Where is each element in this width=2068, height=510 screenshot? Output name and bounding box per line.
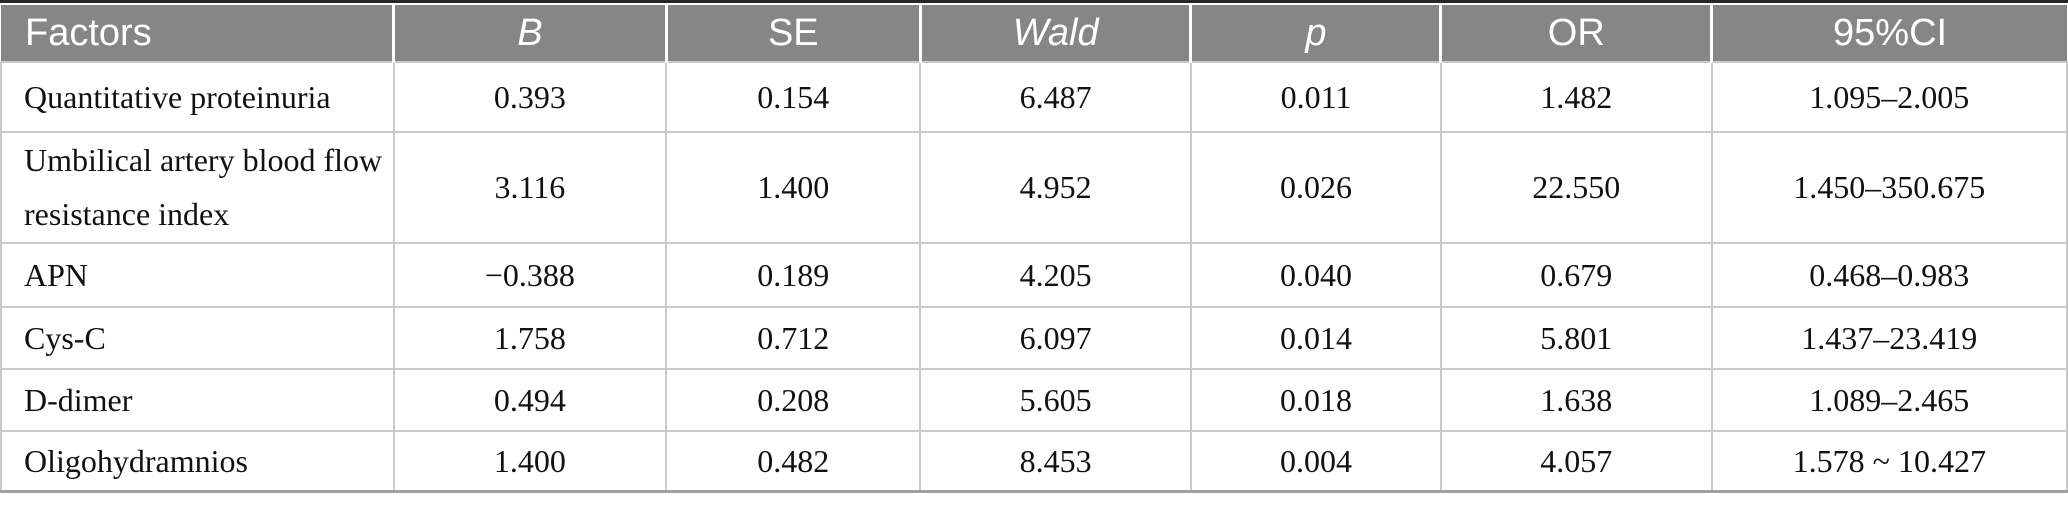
cell-p: 0.014: [1189, 305, 1442, 370]
cell-ci: 1.578 ~ 10.427: [1710, 429, 2068, 494]
cell-p: 0.004: [1189, 429, 1442, 494]
table-row: Quantitative proteinuria 0.393 0.154 6.4…: [0, 61, 2068, 133]
cell-se: 0.208: [665, 367, 922, 432]
table-row: APN −0.388 0.189 4.205 0.040 0.679 0.468…: [0, 241, 2068, 308]
cell-or: 1.482: [1439, 61, 1713, 133]
cell-factor: D-dimer: [0, 367, 395, 432]
cell-ci: 1.095–2.005: [1710, 61, 2068, 133]
cell-or: 1.638: [1439, 367, 1713, 432]
cell-or: 0.679: [1439, 241, 1713, 308]
cell-or: 22.550: [1439, 131, 1713, 244]
cell-b: 1.400: [392, 429, 668, 494]
cell-se: 1.400: [665, 131, 922, 244]
cell-ci: 0.468–0.983: [1710, 241, 2068, 308]
col-header-wald: Wald: [918, 5, 1191, 62]
cell-p: 0.040: [1189, 241, 1442, 308]
cell-b: 0.393: [392, 61, 668, 133]
cell-se: 0.154: [665, 61, 922, 133]
cell-wald: 8.453: [919, 429, 1192, 494]
logistic-regression-table: Factors B SE Wald p OR 95%CI Quantitativ…: [0, 5, 2068, 494]
col-header-p: p: [1189, 5, 1441, 62]
col-header-se: SE: [664, 5, 921, 62]
table-row: Oligohydramnios 1.400 0.482 8.453 0.004 …: [0, 429, 2068, 494]
cell-se: 0.482: [665, 429, 922, 494]
table-row: Cys-C 1.758 0.712 6.097 0.014 5.801 1.43…: [0, 305, 2068, 370]
cell-factor: Quantitative proteinuria: [0, 61, 395, 133]
cell-se: 0.189: [665, 241, 922, 308]
cell-wald: 5.605: [919, 367, 1192, 432]
cell-p: 0.026: [1189, 131, 1442, 244]
cell-se: 0.712: [665, 305, 922, 370]
cell-factor: Oligohydramnios: [0, 429, 395, 494]
cell-ci: 1.437–23.419: [1710, 305, 2068, 370]
cell-b: 1.758: [392, 305, 668, 370]
cell-factor: APN: [0, 241, 395, 308]
table-header: Factors B SE Wald p OR 95%CI: [1, 5, 2067, 62]
regression-table-card: Factors B SE Wald p OR 95%CI Quantitativ…: [0, 0, 2068, 494]
table-row: Umbilical artery blood flow resistance i…: [0, 131, 2068, 244]
cell-wald: 6.487: [919, 61, 1192, 133]
cell-factor: Cys-C: [0, 305, 395, 370]
cell-wald: 6.097: [919, 305, 1192, 370]
header-row: Factors B SE Wald p OR 95%CI: [1, 5, 2067, 62]
col-header-or: OR: [1439, 5, 1712, 62]
cell-b: 0.494: [392, 367, 668, 432]
table-row: D-dimer 0.494 0.208 5.605 0.018 1.638 1.…: [0, 367, 2068, 432]
cell-b: −0.388: [392, 241, 668, 308]
cell-or: 5.801: [1439, 305, 1713, 370]
cell-p: 0.011: [1189, 61, 1442, 133]
cell-or: 4.057: [1439, 429, 1713, 494]
cell-ci: 1.089–2.465: [1710, 367, 2068, 432]
cell-ci: 1.450–350.675: [1710, 131, 2068, 244]
col-header-factors: Factors: [25, 11, 152, 54]
cell-p: 0.018: [1189, 367, 1442, 432]
col-header-ci: 95%CI: [1710, 5, 2067, 62]
cell-factor: Umbilical artery blood flow resistance i…: [0, 131, 395, 244]
table-top-rule: [0, 0, 2068, 3]
cell-b: 3.116: [392, 131, 668, 244]
col-header-b: B: [392, 5, 667, 62]
cell-wald: 4.952: [919, 131, 1192, 244]
cell-wald: 4.205: [919, 241, 1192, 308]
table-body: Quantitative proteinuria 0.393 0.154 6.4…: [0, 61, 2068, 494]
